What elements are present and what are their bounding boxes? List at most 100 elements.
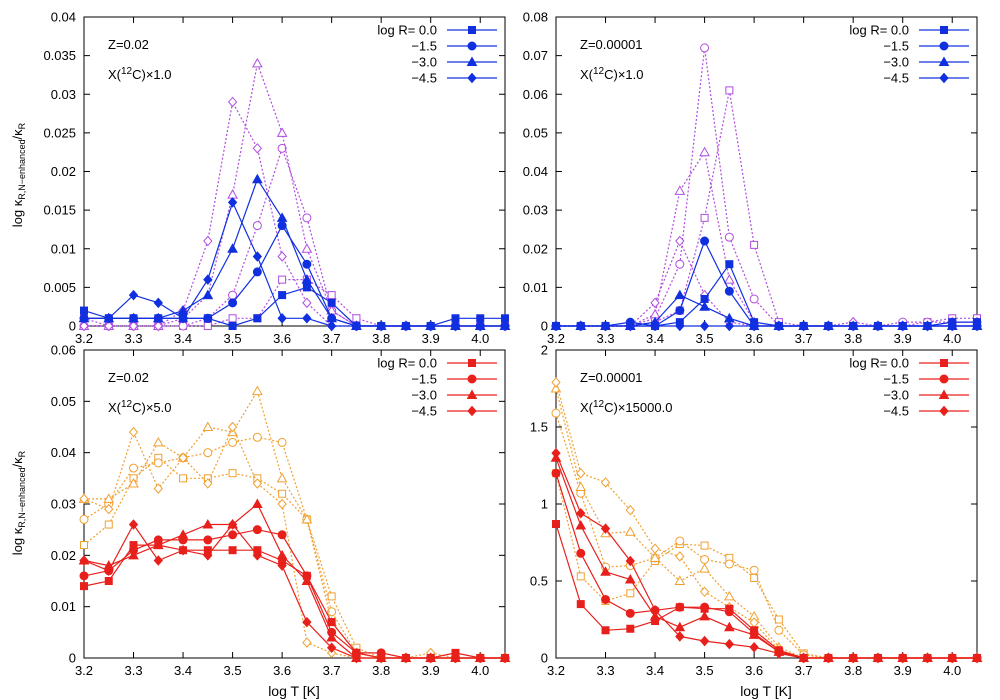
legend-label: −3.0 [411,55,437,70]
y-tick-label: 0 [69,319,76,334]
data-point [227,197,238,208]
data-point [277,251,287,262]
data-point [699,635,710,647]
annotation-part: C)×1.0 [132,67,171,82]
data-point [277,498,287,510]
data-point [252,221,262,231]
data-point [749,320,759,332]
data-point [277,313,287,324]
data-point [600,566,611,576]
annotation-superscript: 12 [593,66,605,77]
x-tick-label: 3.6 [745,331,763,346]
data-point [922,320,933,332]
data-point [700,43,710,53]
legend-marker [467,405,477,417]
legend-marker [938,389,950,399]
data-point [898,320,908,332]
data-point [675,602,685,612]
data-point [326,631,338,642]
annotation-part: X( [580,400,594,415]
data-point [500,652,510,664]
data-point [80,582,88,591]
data-point [351,320,362,332]
data-point [178,452,188,464]
series-line [84,389,505,659]
data-point [228,469,237,478]
y-tick-label: 0.04 [51,445,76,460]
data-point [128,519,139,530]
data-point [302,213,312,223]
data-point [79,555,89,566]
data-point [252,550,263,561]
y-tick-label: 0.01 [51,599,76,614]
data-point [576,600,585,609]
data-point [401,652,411,664]
data-point [748,629,760,639]
annotation-superscript: 12 [121,66,133,77]
xlabel-right: log T [K] [740,683,792,699]
chart-panel-br: 0 0.5 1 1.5 2 3.2 3.3 3.4 3.5 3.6 3.7 3.8 3.9 4.0 Z=0.… [530,343,983,678]
data-point [327,618,336,627]
y-tick-label: 0.08 [523,10,548,25]
x-tick-label: 4.0 [943,663,961,678]
x-tick-label: 3.4 [174,663,192,678]
y-tick-label: 0.04 [51,10,76,25]
x-tick-label: 3.3 [124,331,142,346]
data-point [276,212,288,222]
x-tick-label: 3.3 [596,331,614,346]
annotation-carbon-factor: X(12C)×5.0 [108,399,172,415]
data-point [551,468,561,478]
x-tick-label: 3.2 [75,331,93,346]
data-point [552,520,560,529]
data-point [723,590,735,601]
data-point [625,555,635,567]
legend-marker [466,56,478,66]
data-point [576,467,586,479]
series-main-diamond [79,197,510,332]
data-point [947,652,957,664]
data-point [277,530,287,540]
data-point [823,652,834,664]
x-tick-label: 3.9 [894,663,912,678]
data-point [724,638,735,650]
x-tick-label: 3.5 [696,663,714,678]
y-tick-label: 0.03 [51,87,76,102]
data-point [252,432,262,442]
data-point [426,652,436,664]
data-point [576,320,586,332]
data-point [128,477,139,488]
data-point [699,301,710,311]
x-tick-label: 3.9 [894,331,912,346]
y-tick-label: 0.06 [51,343,76,358]
legend-label: log R= 0.0 [377,356,437,371]
data-point [798,320,809,332]
data-point [152,436,164,447]
y-tick-label: 0.035 [43,48,76,63]
data-point [103,493,115,503]
data-point [551,377,561,388]
data-point [723,274,735,284]
data-point [153,483,163,494]
y-tick-label: 0.02 [51,548,76,563]
data-point [104,577,113,585]
data-point [650,543,660,554]
data-point [376,320,386,332]
data-point [278,291,287,300]
data-point [253,314,262,323]
data-point [203,274,213,285]
annotation-metallicity: Z=0.00001 [580,370,643,385]
data-point [203,322,212,330]
data-point [749,565,759,575]
x-tick-label: 3.2 [75,663,93,678]
chart-panel-tl: 0 0.005 0.01 0.015 0.02 0.025 0.03 0.035 0.04 3.2… [43,10,511,346]
data-point [649,610,661,621]
y-tick-label: 0.01 [51,241,76,256]
data-point [228,314,237,323]
x-tick-label: 3.2 [547,663,565,678]
legend-marker [939,72,949,84]
data-point [675,536,685,546]
data-point [624,526,636,536]
data-point [675,551,685,562]
data-point [700,541,709,550]
data-point [700,602,710,612]
